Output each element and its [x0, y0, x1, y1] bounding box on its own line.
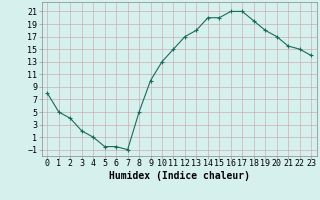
X-axis label: Humidex (Indice chaleur): Humidex (Indice chaleur)	[109, 171, 250, 181]
